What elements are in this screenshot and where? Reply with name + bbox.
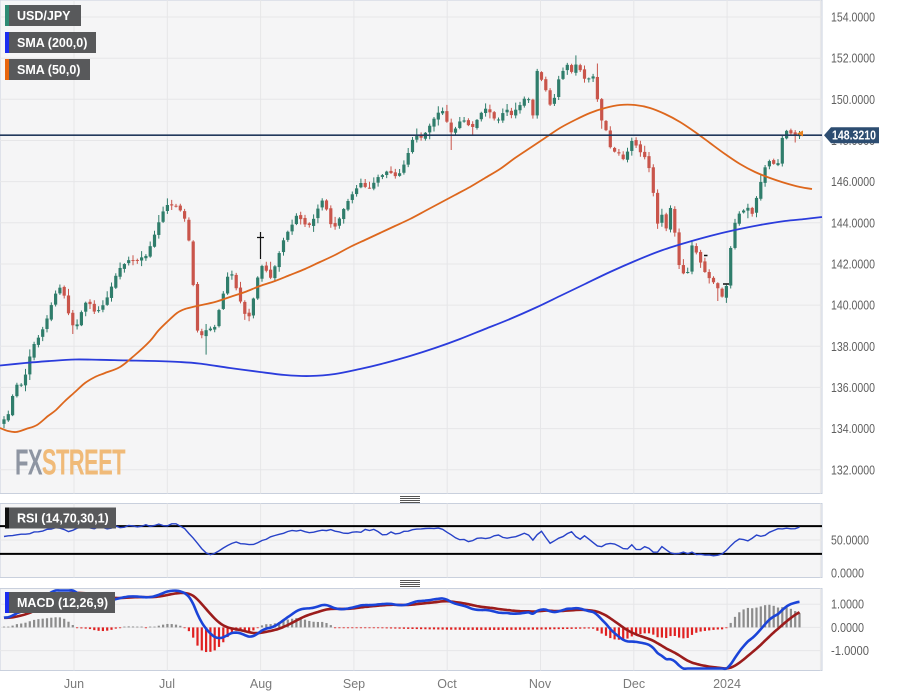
svg-text:134.0000: 134.0000 [831,422,875,436]
svg-text:150.0000: 150.0000 [831,93,875,107]
svg-text:Jun: Jun [64,677,84,691]
svg-text:144.0000: 144.0000 [831,216,875,230]
svg-text:1.0000: 1.0000 [831,598,864,612]
svg-text:132.0000: 132.0000 [831,463,875,477]
svg-text:Sep: Sep [343,677,365,691]
svg-text:-1.0000: -1.0000 [831,644,869,658]
svg-text:FXSTREET: FXSTREET [15,442,126,483]
svg-text:MACD (12,26,9): MACD (12,26,9) [17,596,108,610]
svg-text:152.0000: 152.0000 [831,52,875,66]
svg-text:140.0000: 140.0000 [831,299,875,313]
svg-text:RSI (14,70,30,1): RSI (14,70,30,1) [17,512,109,526]
svg-text:Oct: Oct [437,677,457,691]
svg-text:0.0000: 0.0000 [831,621,864,635]
svg-text:148.3210: 148.3210 [832,129,876,143]
svg-text:50.0000: 50.0000 [831,534,869,548]
svg-text:Dec: Dec [623,677,645,691]
svg-text:154.0000: 154.0000 [831,11,875,25]
svg-text:0.0000: 0.0000 [831,567,864,581]
svg-text:Nov: Nov [529,677,552,691]
svg-text:136.0000: 136.0000 [831,381,875,395]
svg-text:Aug: Aug [250,677,272,691]
svg-text:142.0000: 142.0000 [831,258,875,272]
svg-text:138.0000: 138.0000 [831,340,875,354]
svg-text:USD/JPY: USD/JPY [17,9,71,23]
svg-text:SMA (50,0): SMA (50,0) [17,63,80,77]
svg-text:146.0000: 146.0000 [831,175,875,189]
svg-text:Jul: Jul [159,677,175,691]
svg-text:SMA (200,0): SMA (200,0) [17,36,87,50]
svg-text:2024: 2024 [713,677,741,691]
